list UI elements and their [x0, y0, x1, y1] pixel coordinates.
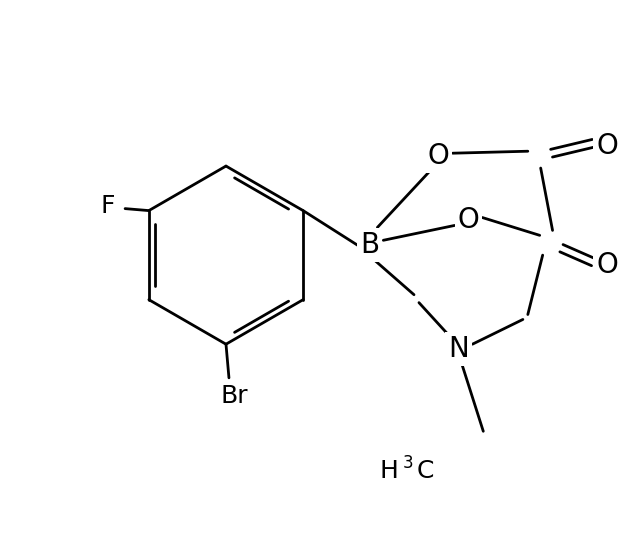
Text: O: O	[596, 251, 618, 279]
Text: H: H	[380, 459, 398, 483]
Text: O: O	[428, 142, 450, 170]
Text: O: O	[596, 132, 618, 160]
Text: Br: Br	[220, 384, 248, 408]
Text: O: O	[458, 207, 479, 234]
Text: C: C	[417, 459, 435, 483]
Text: 3: 3	[403, 454, 413, 472]
Text: F: F	[100, 194, 115, 218]
Text: N: N	[448, 335, 469, 363]
Text: B: B	[360, 231, 379, 259]
